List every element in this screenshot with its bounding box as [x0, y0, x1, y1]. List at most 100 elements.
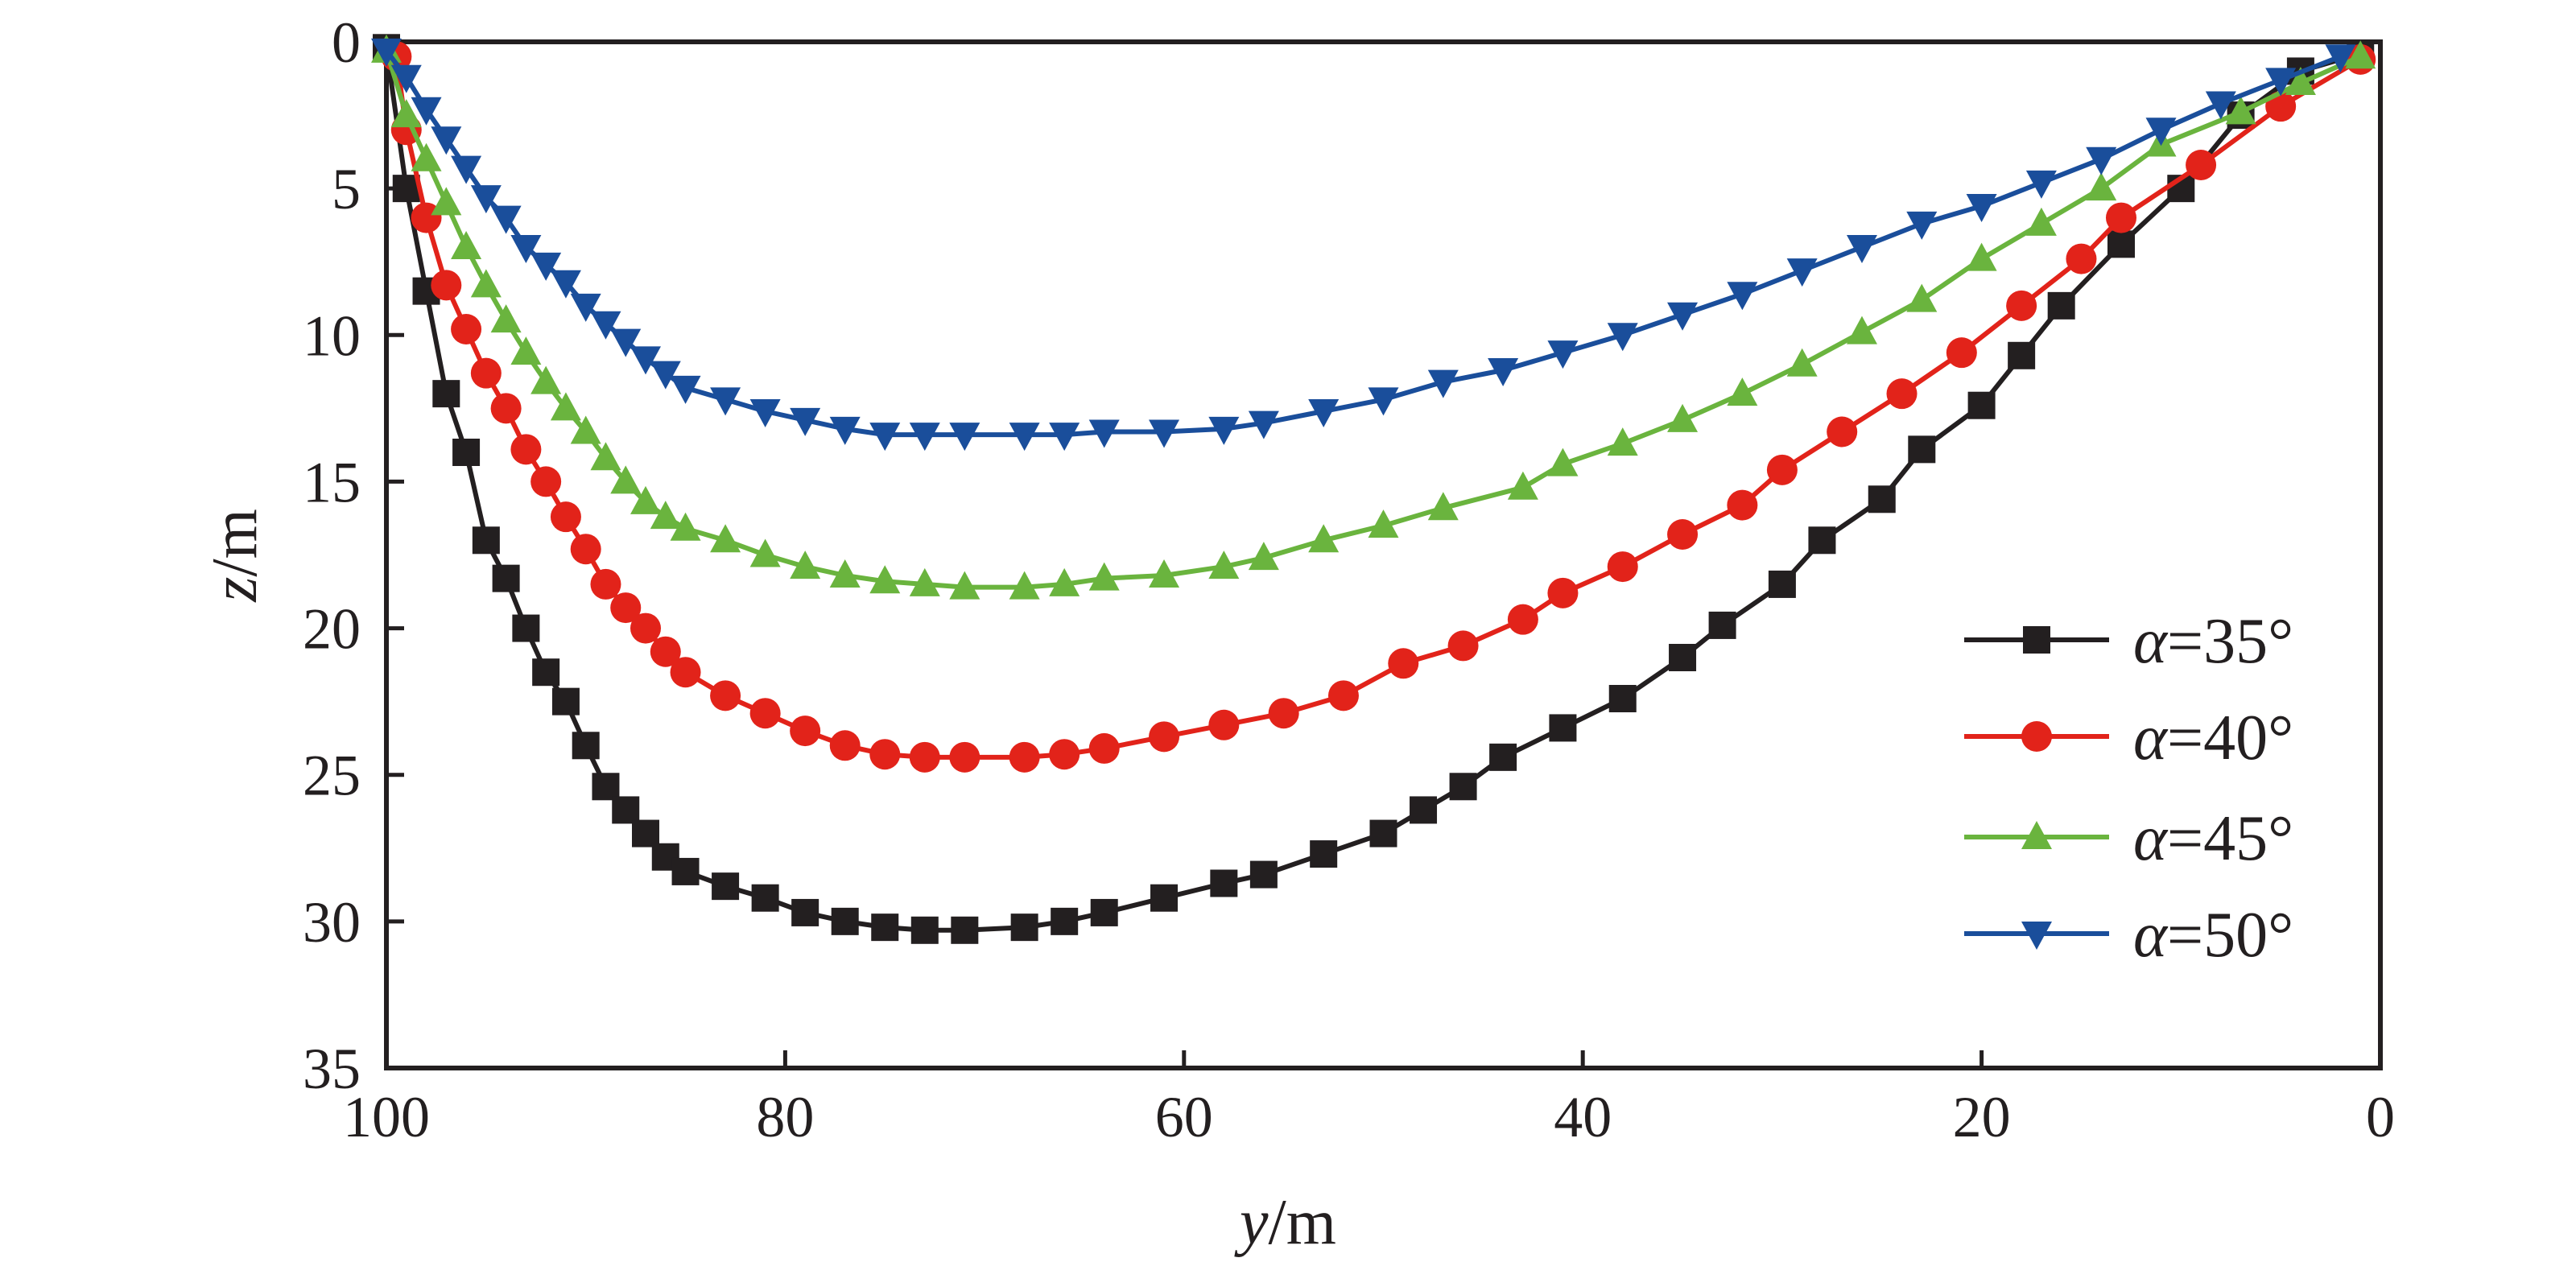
data-point	[1667, 302, 1699, 331]
data-point	[1149, 559, 1180, 588]
data-point	[1669, 644, 1697, 671]
data-point	[710, 387, 741, 416]
x-tick-label: 60	[1155, 1085, 1213, 1149]
data-point	[1327, 680, 1359, 711]
data-point	[1049, 567, 1080, 596]
x-tick-label: 20	[1953, 1085, 2011, 1149]
data-point	[1427, 492, 1459, 521]
data-point	[1906, 283, 1938, 312]
data-point	[2285, 67, 2316, 95]
data-point	[2105, 202, 2136, 233]
data-point	[510, 434, 542, 465]
data-point	[1149, 721, 1180, 753]
data-point	[2025, 207, 2057, 236]
data-point	[1766, 454, 1798, 485]
data-point	[451, 314, 482, 344]
legend-label: α=35°	[2133, 606, 2293, 677]
data-point	[1368, 509, 1399, 538]
data-point	[751, 884, 779, 912]
data-point	[1427, 369, 1459, 398]
data-point	[1208, 416, 1240, 445]
data-point	[550, 501, 581, 533]
data-point	[1507, 471, 1538, 500]
data-point	[869, 565, 901, 594]
data-point	[1547, 340, 1579, 369]
data-point	[2025, 170, 2057, 199]
data-point	[791, 898, 819, 926]
data-point	[1906, 211, 1938, 240]
legend-item: α=50°	[1964, 900, 2293, 971]
data-point	[1208, 709, 1240, 740]
data-point	[1727, 377, 1758, 406]
data-point	[550, 392, 581, 421]
data-point	[1667, 519, 1699, 550]
data-point	[592, 773, 620, 801]
data-point	[630, 485, 662, 514]
data-point	[432, 380, 460, 408]
data-point	[1248, 410, 1279, 439]
data-point	[431, 187, 462, 216]
legend-label: α=40°	[2133, 703, 2293, 773]
y-axis-label: z/m	[200, 509, 270, 603]
data-point	[1410, 796, 1438, 824]
data-point	[470, 269, 502, 298]
data-point	[749, 698, 781, 729]
data-point	[1088, 419, 1120, 448]
data-point	[650, 636, 681, 667]
data-point	[2145, 118, 2177, 146]
data-point	[512, 614, 540, 642]
data-point	[1369, 819, 1397, 848]
data-point	[472, 526, 500, 555]
legend-marker	[2021, 721, 2052, 752]
y-tick-label: 30	[303, 890, 361, 955]
data-point	[1827, 416, 1858, 447]
data-point	[2086, 146, 2117, 175]
data-point	[949, 741, 980, 773]
data-point	[492, 564, 520, 592]
data-point	[650, 361, 681, 390]
data-point	[1049, 739, 1080, 770]
data-point	[1489, 743, 1517, 771]
data-point	[869, 739, 901, 770]
data-point	[831, 907, 859, 935]
y-axis-ticks: 0 5 10 15 20 25 30 35	[303, 10, 404, 1101]
data-point	[1786, 258, 1818, 287]
data-point	[1846, 235, 1877, 263]
legend: α=35° α=40° α=45° α=50°	[1964, 606, 2293, 971]
y-tick-label: 20	[303, 597, 361, 662]
data-point	[1547, 577, 1579, 608]
data-point	[572, 732, 600, 760]
data-point	[1846, 316, 1877, 344]
data-point	[710, 680, 741, 711]
data-point	[909, 567, 940, 596]
series-line	[394, 56, 2362, 760]
data-point	[390, 64, 422, 93]
data-point	[371, 38, 402, 67]
data-point	[530, 252, 562, 281]
data-point	[1667, 403, 1699, 432]
data-point	[1368, 387, 1399, 416]
data-point	[790, 551, 821, 579]
x-axis-ticks: 100 80 60 40 20 0	[343, 1050, 2395, 1149]
data-point	[1608, 685, 1637, 712]
data-point	[570, 534, 601, 565]
data-point	[1208, 551, 1240, 579]
data-point	[909, 423, 940, 452]
data-point	[670, 375, 701, 404]
data-point	[1249, 860, 1278, 889]
data-point	[551, 687, 580, 716]
data-point	[1009, 423, 1040, 452]
x-tick-label: 80	[756, 1085, 814, 1149]
data-point	[910, 916, 939, 944]
data-point	[2325, 44, 2356, 73]
data-point	[1150, 884, 1179, 912]
data-point	[829, 559, 861, 588]
data-point	[1966, 194, 1997, 222]
y-tick-label: 10	[303, 303, 361, 368]
data-point	[1447, 630, 1479, 662]
series-2	[381, 41, 2376, 773]
data-point	[650, 501, 681, 530]
legend-label: α=45°	[2133, 803, 2293, 874]
data-point	[671, 857, 700, 885]
legend-label: α=50°	[2133, 900, 2293, 971]
